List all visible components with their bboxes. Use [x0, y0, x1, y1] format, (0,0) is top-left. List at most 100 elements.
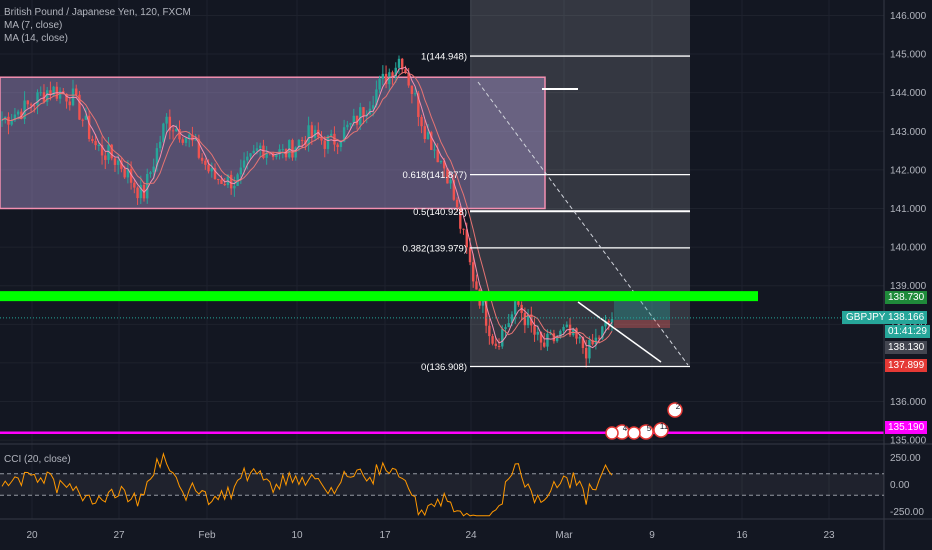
candle-body: [307, 125, 310, 146]
candle-body: [562, 326, 565, 331]
cci-tick-label: 250.00: [890, 453, 921, 464]
candle-body: [36, 92, 39, 106]
candle-body: [439, 160, 443, 163]
candle-body: [472, 262, 475, 282]
candle-body: [107, 144, 110, 160]
candle-body: [16, 111, 20, 115]
candle-body: [552, 333, 556, 342]
candle-body: [336, 144, 339, 148]
candle-body: [300, 139, 304, 141]
candle-body: [259, 145, 262, 149]
candle-body: [310, 125, 314, 138]
candle-body: [49, 90, 52, 95]
candle-body: [184, 137, 188, 143]
candle-body: [197, 139, 201, 158]
candle-body: [543, 342, 546, 347]
candle-body: [475, 281, 478, 290]
candle-body: [323, 140, 326, 149]
candle-body: [133, 182, 136, 188]
cci-line: [1, 451, 613, 517]
candle-body: [581, 337, 585, 349]
event-icon[interactable]: [627, 426, 641, 440]
fib-level-label: 0.382(139.979): [403, 243, 467, 254]
candle-body: [591, 340, 594, 345]
candle-body: [352, 115, 355, 123]
candle-body: [533, 325, 536, 335]
trend-line-white[interactable]: [577, 301, 662, 363]
time-tick-label: 10: [291, 530, 303, 541]
candle-body: [207, 164, 210, 172]
channel-rectangle[interactable]: [0, 76, 546, 210]
candle-body: [355, 115, 359, 125]
economic-events[interactable]: 4 5 11 2: [605, 402, 683, 440]
candle-body: [42, 92, 46, 102]
candle-body: [97, 145, 101, 147]
candle-body: [0, 119, 4, 121]
fibonacci-retracement[interactable]: 1(144.948) 0.618(141.877) 0.5(140.928) 0.38…: [403, 52, 690, 373]
candle-body: [94, 140, 97, 146]
green-level-line[interactable]: [0, 291, 758, 302]
candle-body: [546, 333, 549, 347]
candle-body: [497, 345, 501, 347]
mid-price-tag: 138.130: [885, 341, 928, 354]
candle-body: [394, 67, 397, 78]
candle-body: [175, 129, 178, 132]
candle-body: [10, 120, 13, 125]
candle-body: [407, 73, 410, 86]
event-icon[interactable]: [653, 422, 669, 438]
ma-7-label[interactable]: MA (7, close): [4, 20, 63, 31]
candle-body: [171, 130, 175, 132]
event-icon[interactable]: [605, 426, 619, 440]
price-axis[interactable]: 135.000136.000137.000138.000139.000140.0…: [890, 11, 927, 447]
candle-body: [110, 144, 113, 159]
chart-legend: British Pound / Japanese Yen, 120, FXCM …: [4, 6, 191, 45]
symbol-title[interactable]: British Pound / Japanese Yen, 120, FXCM: [4, 7, 191, 18]
candle-body: [252, 150, 255, 154]
fib-level-label: 0.618(141.877): [403, 170, 467, 181]
price-tick-label: 144.000: [890, 88, 927, 99]
candle-body: [565, 324, 569, 327]
candle-body: [601, 326, 604, 339]
candle-body: [604, 321, 607, 327]
candle-body: [384, 73, 388, 85]
candle-body: [426, 132, 430, 139]
candle-body: [510, 314, 514, 324]
cci-legend[interactable]: CCI (20, close): [4, 454, 71, 465]
time-tick-label: 23: [823, 530, 835, 541]
cci-axis: 250.00 0.00 -250.00: [890, 453, 924, 518]
candle-body: [326, 135, 330, 149]
candle-body: [317, 129, 320, 137]
candle-body: [494, 343, 498, 346]
candle-body: [229, 174, 233, 189]
candle-body: [401, 58, 404, 70]
candle-body: [468, 247, 472, 263]
time-axis[interactable]: 20 27 Feb 10 17 24 Mar 9 16 23: [26, 530, 835, 541]
candle-body: [68, 101, 71, 106]
candle-body: [58, 91, 62, 99]
candle-body: [187, 134, 191, 138]
candle-body: [129, 169, 133, 183]
candle-body: [297, 139, 301, 148]
candle-body: [449, 180, 452, 184]
price-tick-label: 140.000: [890, 243, 927, 254]
ma-14-label[interactable]: MA (14, close): [4, 33, 68, 44]
candle-body: [155, 148, 159, 167]
fib-level-label: 1(144.948): [421, 52, 467, 63]
event-count: 5: [647, 424, 652, 433]
countdown-tag: 01:41:29: [885, 325, 930, 338]
candle-body: [116, 160, 120, 165]
magenta-level-price-tag: 135.190: [885, 421, 928, 434]
candle-body: [349, 122, 352, 125]
candle-body: [294, 147, 297, 158]
candle-body: [246, 156, 249, 161]
price-tick-label: 135.000: [890, 436, 927, 447]
candle-body: [20, 111, 23, 120]
candle-body: [433, 149, 436, 151]
candle-body: [459, 206, 462, 229]
candle-body: [78, 94, 81, 120]
event-icon[interactable]: [667, 402, 683, 418]
candle-body: [217, 178, 220, 180]
position-loss-zone[interactable]: [614, 320, 670, 328]
last-price-tag: 138.166: [885, 311, 928, 324]
